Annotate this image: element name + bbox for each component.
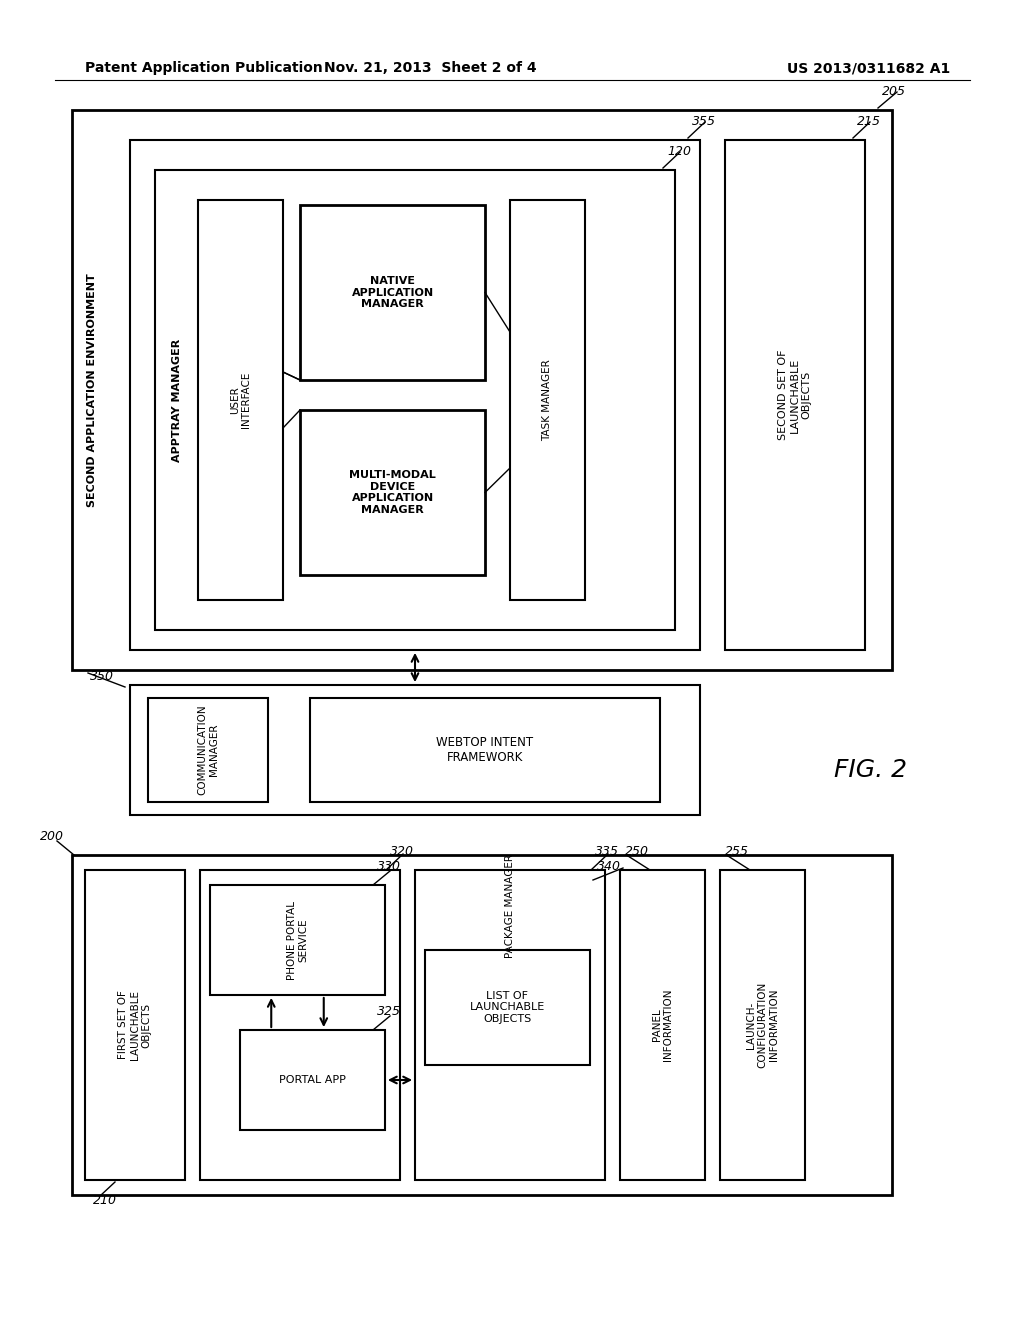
Bar [620, 870, 705, 1180]
Text: FIG. 2: FIG. 2 [834, 758, 906, 781]
Bar [210, 884, 385, 995]
Text: 120: 120 [667, 145, 691, 158]
Bar [310, 698, 660, 803]
Text: APPTRAY MANAGER: APPTRAY MANAGER [172, 338, 182, 462]
Text: 255: 255 [725, 845, 749, 858]
Text: Nov. 21, 2013  Sheet 2 of 4: Nov. 21, 2013 Sheet 2 of 4 [324, 61, 537, 75]
Text: 335: 335 [595, 845, 618, 858]
Bar [300, 205, 485, 380]
Bar [415, 870, 605, 1180]
Bar [720, 870, 805, 1180]
Text: LAUNCH-
CONFIGURATION
INFORMATION: LAUNCH- CONFIGURATION INFORMATION [745, 982, 779, 1068]
Bar [200, 870, 400, 1180]
Text: 215: 215 [857, 115, 881, 128]
Text: 205: 205 [882, 84, 906, 98]
Bar [300, 411, 485, 576]
Bar [510, 201, 585, 601]
Text: SECOND SET OF
LAUNCHABLE
OBJECTS: SECOND SET OF LAUNCHABLE OBJECTS [778, 350, 812, 441]
Bar [198, 201, 283, 601]
Text: Patent Application Publication: Patent Application Publication [85, 61, 323, 75]
Text: 355: 355 [692, 115, 716, 128]
Bar [72, 110, 892, 671]
Bar [72, 855, 892, 1195]
Text: 250: 250 [625, 845, 649, 858]
Bar [425, 878, 590, 933]
Bar [130, 140, 700, 649]
Bar [85, 870, 185, 1180]
Text: TASK MANAGER: TASK MANAGER [543, 359, 553, 441]
Bar [155, 170, 675, 630]
Bar [148, 698, 268, 803]
Text: WEBTOP INTENT
FRAMEWORK: WEBTOP INTENT FRAMEWORK [436, 737, 534, 764]
Text: 350: 350 [90, 671, 114, 682]
Text: SECOND APPLICATION ENVIRONMENT: SECOND APPLICATION ENVIRONMENT [87, 273, 97, 507]
Text: 320: 320 [390, 845, 414, 858]
Text: US 2013/0311682 A1: US 2013/0311682 A1 [786, 61, 950, 75]
Text: 210: 210 [93, 1195, 117, 1206]
Text: 200: 200 [40, 830, 63, 843]
Text: 340: 340 [597, 861, 621, 873]
Text: LIST OF
LAUNCHABLE
OBJECTS: LIST OF LAUNCHABLE OBJECTS [470, 991, 545, 1024]
Text: NATIVE
APPLICATION
MANAGER: NATIVE APPLICATION MANAGER [351, 276, 433, 309]
Bar [240, 1030, 385, 1130]
Text: PACKAGE MANAGER: PACKAGE MANAGER [505, 854, 515, 957]
Text: PORTAL APP: PORTAL APP [280, 1074, 346, 1085]
Text: PHONE PORTAL
SERVICE: PHONE PORTAL SERVICE [287, 900, 308, 979]
Text: 325: 325 [377, 1005, 401, 1018]
Text: 330: 330 [377, 861, 401, 873]
Bar [425, 950, 590, 1065]
Text: MULTI-MODAL
DEVICE
APPLICATION
MANAGER: MULTI-MODAL DEVICE APPLICATION MANAGER [349, 470, 436, 515]
Text: USER
INTERFACE: USER INTERFACE [229, 372, 251, 428]
Bar [130, 685, 700, 814]
Bar [725, 140, 865, 649]
Text: PANEL
INFORMATION: PANEL INFORMATION [651, 989, 674, 1061]
Text: FIRST SET OF
LAUNCHABLE
OBJECTS: FIRST SET OF LAUNCHABLE OBJECTS [119, 990, 152, 1060]
Text: COMMUNICATION
MANAGER: COMMUNICATION MANAGER [198, 705, 219, 796]
